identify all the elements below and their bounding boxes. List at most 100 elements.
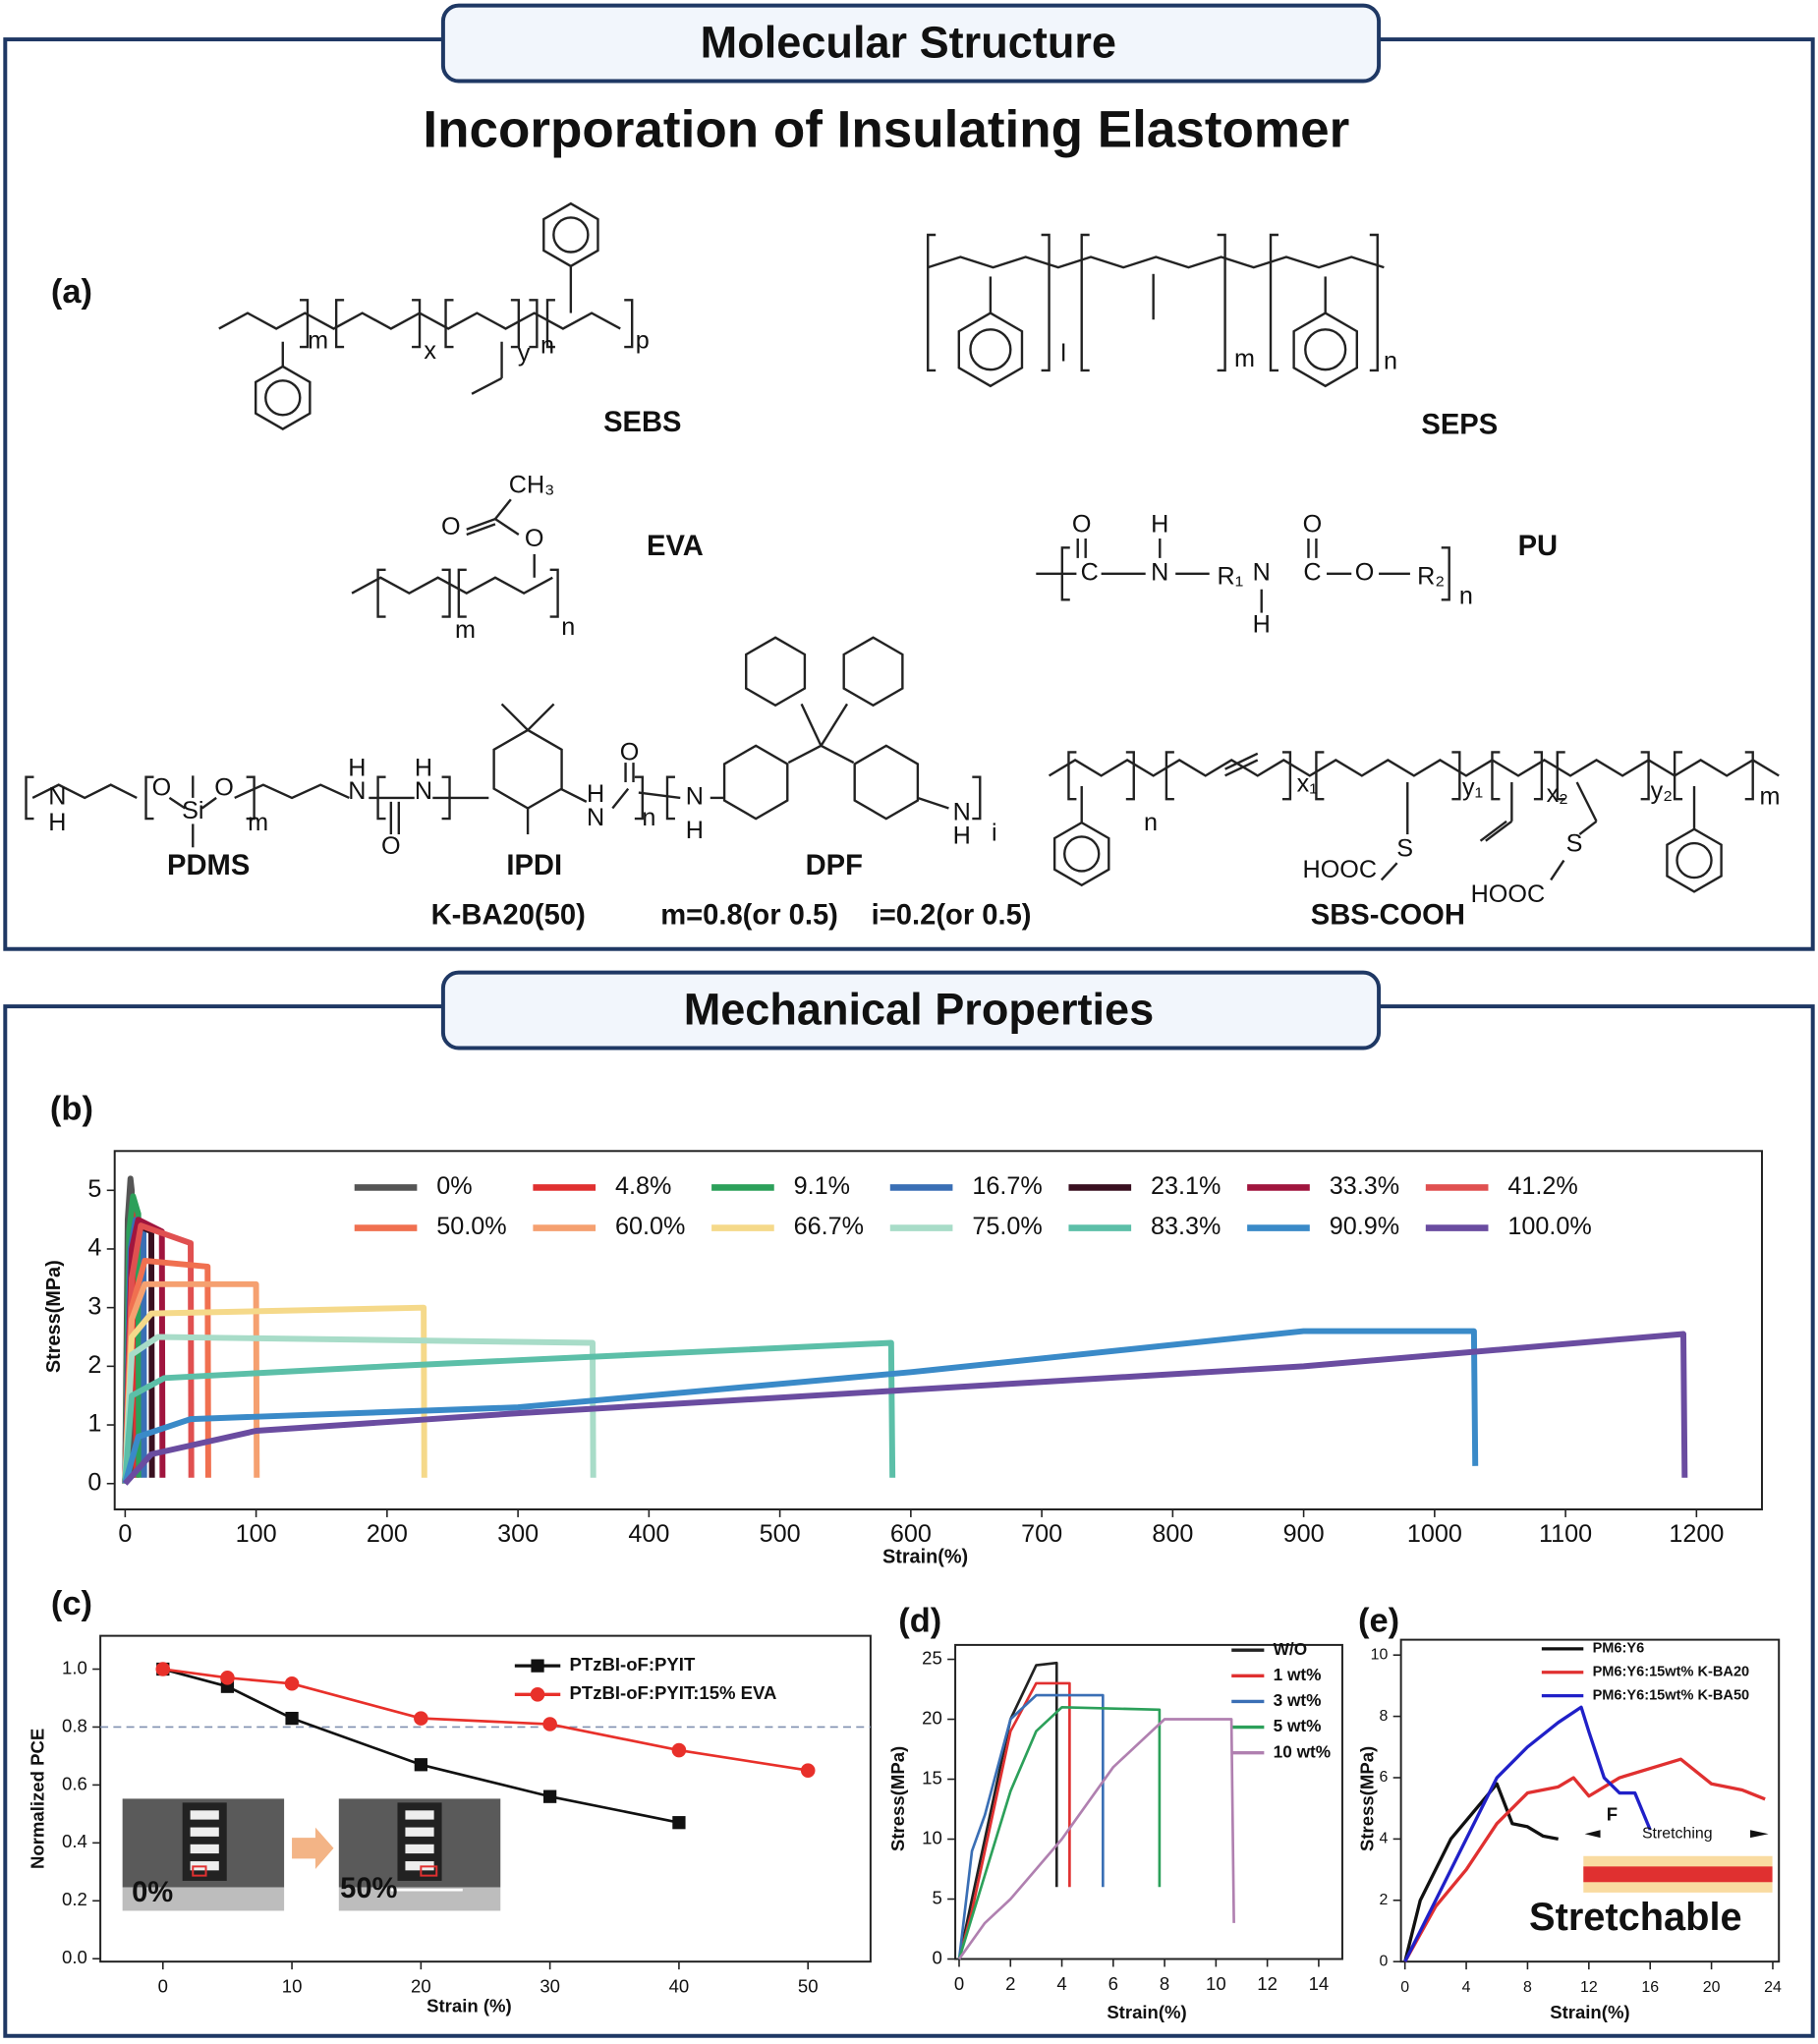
bond	[1479, 820, 1507, 842]
y-tick-label: 15	[922, 1767, 942, 1788]
ring	[1052, 821, 1110, 887]
y-tick-label: 3	[87, 1292, 101, 1320]
marker	[414, 1758, 427, 1772]
atom-label: O	[1355, 558, 1375, 586]
atom-label: y₁	[1462, 773, 1483, 801]
legend-label: 16.7%	[972, 1172, 1042, 1200]
ring-aromatic	[1304, 328, 1347, 371]
atom-label: HOOC	[1471, 880, 1546, 908]
legend-label: PM6:Y6	[1593, 1641, 1645, 1657]
x-tick-label: 0	[1400, 1979, 1409, 1996]
chain	[31, 783, 138, 800]
y-tick-label: 4	[87, 1234, 101, 1262]
ring	[254, 365, 312, 430]
pixel	[190, 1810, 219, 1820]
x-tick-label: 400	[628, 1520, 669, 1548]
annotation: 50%	[340, 1873, 397, 1904]
marker	[155, 1662, 171, 1676]
x-tick-label: 500	[760, 1520, 801, 1548]
atom-label: R₂	[1417, 562, 1445, 590]
x-tick-label: 50	[798, 1976, 819, 1997]
y-tick-label: 6	[1380, 1769, 1389, 1786]
legend-label: 50.0%	[436, 1213, 506, 1240]
atom-label: N	[953, 798, 971, 825]
x-tick-label: 1200	[1669, 1520, 1724, 1548]
atom-label: N	[1151, 558, 1168, 586]
plot-frame	[1399, 1638, 1781, 1963]
bracket	[1369, 233, 1379, 372]
chart: (e)0 4 8 12 16 20 240246810Strain(%)Stress(MPa…	[1356, 1602, 1782, 2022]
x-axis-label: Strain(%)	[1550, 2002, 1629, 2022]
bond	[527, 703, 555, 731]
series-line	[957, 1705, 1162, 1959]
y-tick-label: 0	[1380, 1953, 1389, 1969]
series-line	[123, 1331, 1688, 1486]
bond	[1485, 820, 1513, 842]
bracket	[1556, 751, 1565, 801]
ring-aromatic	[264, 379, 302, 417]
atom-label: m	[308, 326, 328, 354]
charts: (b)0 100 200 300 400 500 600 700 800 900 1000 1100 1…	[28, 1090, 1782, 2022]
y-tick-label: 0.6	[62, 1773, 87, 1793]
series-line	[122, 1304, 427, 1484]
atom-label: O	[441, 513, 461, 540]
legend-label: PTzBI-oF:PYIT:15% EVA	[570, 1682, 777, 1703]
chain	[927, 256, 1385, 269]
series-line	[957, 1718, 1235, 1960]
bond	[494, 498, 512, 520]
bond	[1380, 862, 1398, 881]
ring	[542, 201, 599, 268]
x-axis-label: Strain(%)	[882, 1546, 968, 1567]
x-tick-label: 1000	[1407, 1520, 1462, 1548]
bond	[494, 518, 520, 537]
annotation: F	[1607, 1804, 1618, 1825]
marker	[220, 1671, 235, 1685]
atom-label: H	[348, 754, 366, 781]
plot-frame	[954, 1643, 1343, 1960]
y-tick-label: 0	[932, 1947, 941, 1967]
atom-label: H	[686, 817, 704, 844]
legend-label: PM6:Y6:15wt% K-BA20	[1593, 1665, 1750, 1680]
bracket	[549, 568, 559, 618]
bracket	[1315, 751, 1325, 801]
bracket	[665, 775, 675, 821]
legend-label: 4.8%	[615, 1172, 671, 1200]
series-line	[122, 1328, 1479, 1485]
marker	[671, 1742, 687, 1758]
ruler	[338, 1887, 501, 1911]
bracket	[1041, 233, 1051, 372]
y-tick-label: 1	[87, 1410, 101, 1438]
chain	[234, 783, 350, 800]
x-tick-label: 200	[367, 1520, 408, 1548]
legend-label: 100.0%	[1507, 1213, 1591, 1240]
atom-label: n	[642, 804, 655, 831]
ruler	[122, 1887, 285, 1911]
chain	[351, 576, 553, 596]
x-tick-label: 20	[1703, 1979, 1721, 1996]
bond	[1575, 781, 1598, 823]
chain	[1048, 759, 1780, 777]
atom-label: HOOC	[1303, 856, 1378, 883]
bond	[168, 796, 186, 810]
structure-part: IPDI	[506, 850, 562, 881]
atom-label: m	[455, 616, 476, 644]
atom-label: N	[415, 777, 432, 805]
highlight	[420, 1865, 438, 1877]
marker	[542, 1717, 557, 1732]
bracket	[376, 775, 386, 821]
marker	[414, 1711, 428, 1726]
chart: (d) 0 2 4 6 8 10 12 14 0 5 10 15 20 25 Strain(%) Stress(…	[887, 1602, 1343, 2022]
atom-label: n	[540, 332, 554, 360]
x-tick-label: 8	[1160, 1973, 1169, 1994]
ring	[853, 744, 920, 821]
atom-label: Si	[182, 797, 203, 824]
structure-name: PU	[1518, 531, 1559, 562]
y-tick-label: 0	[87, 1468, 101, 1496]
bracket	[444, 299, 454, 349]
bond	[1224, 752, 1259, 770]
bracket	[144, 775, 154, 821]
ring-aromatic	[969, 328, 1012, 371]
legend-label: 33.3%	[1330, 1172, 1399, 1200]
ring	[1292, 312, 1358, 388]
bracket	[1640, 751, 1650, 801]
